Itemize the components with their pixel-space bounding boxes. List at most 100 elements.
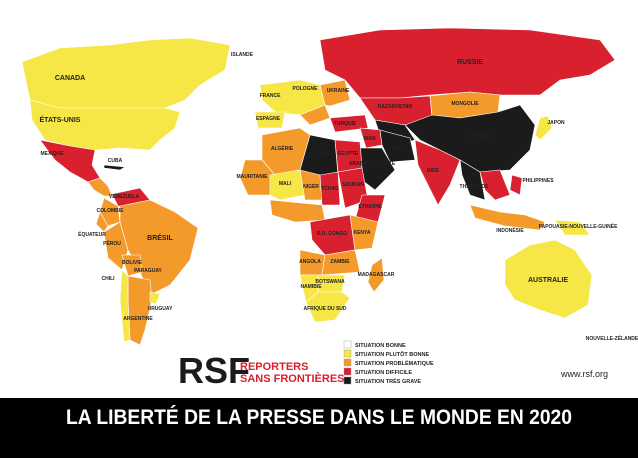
- turkey: [329, 114, 369, 133]
- country-label: CUBA: [108, 158, 123, 164]
- cuba: [103, 164, 126, 171]
- country-label: JAPON: [547, 120, 565, 126]
- country-label: ÉTATS-UNIS: [40, 115, 81, 124]
- legend-label: SITUATION DIFFICILE: [355, 370, 412, 376]
- country-label: MAURITANIE: [236, 174, 268, 180]
- country-label: CHILI: [101, 276, 115, 282]
- country-label: MEXIQUE: [40, 151, 64, 157]
- legend-swatch: [343, 367, 352, 376]
- iran: [379, 129, 416, 163]
- country-label: MALI: [279, 181, 292, 187]
- country-label: TURQUIE: [334, 121, 357, 127]
- png: [554, 219, 591, 236]
- title-bar: [0, 398, 638, 458]
- madagascar: [367, 257, 385, 293]
- spain: [254, 111, 286, 129]
- country-label: COLOMBIE: [97, 208, 125, 214]
- bolivia: [121, 254, 143, 277]
- country-label: ISLANDE: [231, 52, 254, 58]
- central-america: [87, 177, 113, 197]
- japan: [534, 115, 553, 141]
- legend-swatch: [343, 340, 352, 349]
- legend-label: SITUATION PLUTÔT BONNE: [355, 350, 429, 358]
- logo-mark: RSF: [178, 350, 250, 391]
- country-label: KENYA: [353, 230, 370, 236]
- country-label: ÉGYPTE: [338, 149, 359, 157]
- vietnam: [479, 169, 511, 201]
- country-label: ALGÉRIE: [271, 144, 294, 152]
- kenya: [349, 214, 379, 251]
- country-label: FRANCE: [260, 93, 281, 99]
- ukraine: [319, 79, 351, 107]
- url: www.rsf.org: [560, 369, 608, 379]
- country-label: INDONÉSIE: [496, 226, 524, 234]
- country-label: VENEZUELA: [109, 194, 140, 200]
- country-label: SOUDAN: [342, 182, 364, 188]
- country-label: POLOGNE: [292, 86, 318, 92]
- country-label: MONGOLIE: [451, 101, 479, 107]
- nordics: [289, 39, 326, 81]
- logo-line1: REPORTERS: [240, 361, 308, 373]
- greenland: [234, 14, 321, 71]
- country-label: PAPOUASIE-NOUVELLE-GUINÉE: [539, 222, 618, 230]
- country-label: AUSTRALIE: [528, 277, 568, 284]
- australia: [504, 239, 593, 319]
- south-africa: [305, 291, 351, 323]
- country-label: RUSSIE: [457, 59, 483, 66]
- country-label: THAÏLANDE: [460, 183, 490, 190]
- title: LA LIBERTÉ DE LA PRESSE DANS LE MONDE EN…: [66, 406, 572, 429]
- zambia: [321, 249, 361, 276]
- country-label: ÉTHIOPIE: [358, 202, 382, 210]
- new-zealand: [595, 309, 613, 336]
- country-label: ARABIE SAOUDITE: [349, 161, 396, 167]
- country-label: URUGUAY: [148, 306, 173, 312]
- country-label: ÉQUATEUR: [78, 230, 106, 238]
- country-label: IRAK: [364, 136, 377, 142]
- india: [414, 139, 461, 206]
- uruguay: [149, 291, 161, 305]
- country-label: NIGER: [303, 184, 319, 190]
- country-label: BOLIVIE: [122, 260, 143, 266]
- country-label: ARGENTINE: [123, 316, 153, 322]
- southeast-asia: [459, 159, 486, 201]
- country-label: CANADA: [55, 75, 85, 82]
- legend-swatch: [343, 349, 352, 358]
- legend-label: SITUATION BONNE: [355, 343, 406, 349]
- russia: [319, 27, 616, 99]
- country-label: ANGOLA: [299, 259, 321, 265]
- mali: [269, 169, 306, 201]
- country-label: AFRIQUE DU SUD: [303, 306, 346, 312]
- philippines: [509, 174, 523, 196]
- iceland: [235, 57, 255, 69]
- country-label: PÉROU: [103, 239, 121, 247]
- country-label: ESPAGNE: [256, 116, 281, 122]
- country-label: UKRAINE: [327, 88, 350, 94]
- country-labels: CANADA ÉTATS-UNIS MEXIQUE CUBA VENEZUELA COLO…: [40, 52, 638, 342]
- country-label: TCHAD: [321, 186, 339, 192]
- legend-swatch: [343, 376, 352, 385]
- country-label: KAZAKHSTAN: [378, 104, 413, 110]
- country-label: ZAMBIE: [330, 259, 350, 265]
- country-label: PHILIPPINES: [522, 178, 554, 184]
- legend-label: SITUATION TRÈS GRAVE: [355, 377, 421, 385]
- chad: [319, 171, 341, 206]
- legend-label: SITUATION PROBLÉMATIQUE: [355, 359, 434, 367]
- brazil: [119, 199, 199, 296]
- country-label: NOUVELLE-ZÉLANDE: [586, 334, 638, 342]
- colombia: [99, 197, 121, 227]
- usa: [29, 99, 181, 151]
- chile: [119, 269, 131, 343]
- country-label: R.D. CONGO: [317, 231, 347, 237]
- legend-swatch: [343, 358, 352, 367]
- country-label: BOTSWANA: [315, 279, 345, 285]
- country-label: MADAGASCAR: [358, 272, 395, 278]
- indonesia: [469, 204, 546, 231]
- country-label: NAMIBIE: [300, 284, 322, 290]
- country-label: PARAGUAY: [134, 268, 162, 274]
- country-label: CHINE: [469, 133, 491, 140]
- logo-line2: SANS FRONTIÈRES: [240, 372, 345, 385]
- country-label: LIBYE: [315, 151, 330, 157]
- country-label: IRAN: [392, 146, 405, 152]
